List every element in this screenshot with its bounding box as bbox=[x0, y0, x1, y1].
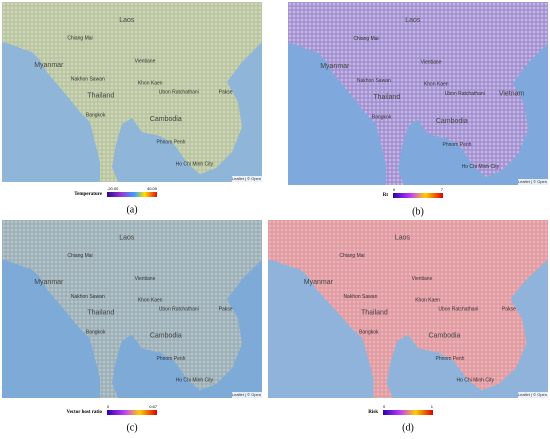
place-label: Khon Kaen bbox=[138, 297, 163, 303]
place-label: Bangkok bbox=[372, 115, 392, 121]
legend-title: Rt bbox=[383, 193, 389, 198]
place-label: Thailand bbox=[373, 94, 400, 101]
map-panel: Laos Myanmar Chiang Mai Vientiane Thailand Na… bbox=[268, 220, 548, 398]
place-label: Phnom Penh bbox=[157, 356, 186, 362]
attribution-bg bbox=[518, 392, 548, 398]
map-panel: Laos Myanmar Chiang Mai Vientiane Thailand Na… bbox=[2, 220, 262, 398]
place-label: Khon Kaen bbox=[424, 82, 449, 88]
place-label: Chiang Mai bbox=[353, 36, 378, 42]
place-label: Cambodia bbox=[428, 333, 460, 340]
place-label: Bangkok bbox=[359, 329, 379, 335]
attribution: Leaflet | © Open bbox=[518, 179, 547, 184]
place-label: Bangkok bbox=[86, 113, 106, 119]
place-label: Phnom Penh bbox=[436, 356, 465, 362]
caption: (a) bbox=[126, 204, 137, 215]
place-label: Ubon Ratchathani bbox=[159, 306, 199, 312]
place-label: Ubon Ratchathani bbox=[445, 91, 485, 97]
place-label: Myanmar bbox=[320, 63, 350, 70]
place-label: Thailand bbox=[361, 309, 388, 316]
place-label: Nakhon Sawan bbox=[71, 294, 105, 300]
place-label: Phnom Penh bbox=[443, 142, 472, 148]
legend-min: 0 bbox=[383, 404, 386, 409]
place-label: Khon Kaen bbox=[415, 297, 440, 303]
place-label: Ho Chi Minh City bbox=[462, 164, 500, 170]
legend-bar bbox=[107, 192, 157, 197]
place-label: Phnom Penh bbox=[157, 140, 186, 146]
place-label: Thailand bbox=[87, 92, 114, 99]
place-label: Chiang Mai bbox=[67, 35, 92, 41]
legend-max: 7 bbox=[441, 187, 444, 192]
place-label: Vientiane bbox=[135, 276, 156, 282]
place-label: Cambodia bbox=[436, 118, 468, 125]
place-label: Ho Chi Minh City bbox=[456, 378, 494, 384]
place-label: Bangkok bbox=[86, 329, 106, 335]
caption: (c) bbox=[126, 422, 137, 433]
legend-title: Vector host ratio bbox=[66, 410, 102, 415]
grid-overlay bbox=[268, 220, 548, 398]
legend-bar bbox=[107, 410, 157, 415]
attribution: Leaflet | © Open bbox=[232, 176, 261, 181]
place-label: Laos bbox=[395, 235, 411, 242]
map-panel: Laos Myanmar Chiang Mai Vientiane Thailand Na… bbox=[288, 2, 548, 185]
legend-title: Risk bbox=[368, 410, 378, 415]
place-label: Myanmar bbox=[34, 279, 64, 286]
place-label: Pakse bbox=[219, 306, 233, 312]
place-label: Laos bbox=[405, 17, 421, 24]
caption: (b) bbox=[412, 206, 424, 217]
place-label: Nakhon Sawan bbox=[71, 77, 105, 83]
place-label: Pakse bbox=[502, 306, 516, 312]
grid-overlay bbox=[2, 2, 262, 182]
place-label: Cambodia bbox=[150, 116, 182, 123]
place-label: Laos bbox=[119, 17, 135, 24]
map-panel: Laos Myanmar Chiang Mai Vientiane Thailand Na… bbox=[2, 2, 262, 182]
attribution-bg bbox=[232, 176, 262, 182]
place-label: Nakhon Sawan bbox=[343, 294, 377, 300]
place-label: Nakhon Sawan bbox=[357, 78, 391, 84]
place-label: Chiang Mai bbox=[67, 253, 92, 259]
place-label: Ubon Ratchathani bbox=[438, 306, 478, 312]
place-label: Vientiane bbox=[135, 59, 156, 65]
place-label: Myanmar bbox=[34, 62, 64, 69]
place-label: Laos bbox=[119, 235, 135, 242]
legend-bar bbox=[383, 410, 433, 415]
legend-max: 40.00 bbox=[147, 186, 158, 191]
legend-max: 0.67 bbox=[149, 404, 158, 409]
place-label: Myanmar bbox=[304, 279, 334, 286]
legend-min: 0 bbox=[393, 187, 396, 192]
place-label: Ubon Ratchathani bbox=[159, 89, 199, 95]
place-label: Thailand bbox=[87, 309, 114, 316]
place-label: Vietnam bbox=[499, 90, 525, 97]
legend-min: -20.00 bbox=[107, 186, 119, 191]
caption: (d) bbox=[402, 422, 414, 433]
legend-min: 0 bbox=[107, 404, 110, 409]
place-label: Khon Kaen bbox=[138, 80, 163, 86]
attribution: Leaflet | © Open bbox=[518, 392, 547, 397]
attribution: Leaflet | © Open bbox=[232, 392, 261, 397]
place-label: Vientiane bbox=[412, 276, 433, 282]
place-label: Ho Chi Minh City bbox=[176, 378, 214, 384]
grid-overlay bbox=[288, 2, 548, 185]
grid-overlay bbox=[2, 220, 262, 398]
place-label: Vientiane bbox=[421, 60, 442, 66]
attribution-bg bbox=[232, 392, 262, 398]
legend-max: 1 bbox=[431, 404, 434, 409]
legend-bar bbox=[393, 193, 443, 198]
place-label: Chiang Mai bbox=[339, 253, 364, 259]
legend-title: Temperature bbox=[74, 192, 103, 197]
place-label: Ho Chi Minh City bbox=[176, 161, 214, 167]
attribution-bg bbox=[518, 179, 548, 185]
place-label: Pakse bbox=[219, 89, 233, 95]
place-label: Cambodia bbox=[150, 333, 182, 340]
